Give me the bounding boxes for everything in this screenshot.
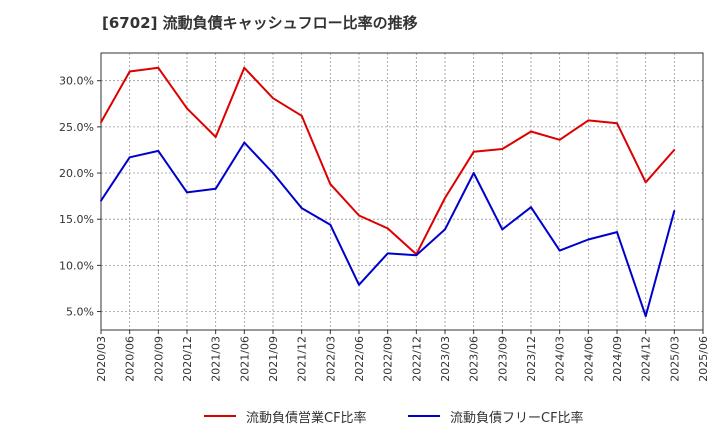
y-axis-ticks: 5.0% 10.0% 15.0% 20.0% 25.0% 30.0%: [59, 75, 101, 319]
data-point-series-2: [587, 238, 590, 241]
x-tick-label: 2024/12: [640, 336, 653, 382]
plot-area: [100, 52, 704, 331]
data-point-series-2: [214, 187, 217, 190]
data-point-series-1: [186, 107, 188, 110]
legend-label-free-cf: 流動負債フリーCF比率: [450, 410, 584, 426]
data-point-series-1: [128, 70, 131, 73]
data-point-series-2: [444, 228, 446, 231]
y-tick-label: 5.0%: [66, 306, 94, 319]
data-point-series-2: [358, 283, 360, 286]
legend-swatch-red: [204, 415, 236, 417]
data-point-series-1: [673, 149, 676, 151]
x-tick-label: 2022/12: [410, 336, 423, 382]
data-point-series-2: [558, 249, 561, 252]
line-chart: 5.0%10.0%15.0%20.0%25.0%30.0% 2020/03 202…: [59, 52, 710, 382]
data-point-series-2: [673, 209, 676, 212]
x-tick-label: 2022/06: [353, 336, 366, 382]
y-tick-label: 25.0%: [59, 121, 94, 134]
data-point-series-1: [558, 138, 561, 141]
y-tick-label: 20.0%: [59, 167, 94, 180]
data-point-series-2: [186, 191, 188, 194]
x-tick-label: 2020/06: [124, 336, 137, 382]
data-point-series-2: [329, 223, 332, 226]
x-tick-label: 2024/09: [611, 336, 624, 382]
data-point-series-1: [501, 148, 504, 150]
data-point-series-1: [530, 130, 532, 133]
y-tick-label: 15.0%: [59, 213, 94, 226]
x-tick-label: 2025/03: [668, 336, 681, 382]
data-point-series-1: [100, 121, 102, 124]
data-point-series-2: [386, 252, 389, 255]
x-tick-label: 2024/03: [554, 336, 567, 382]
data-point-series-2: [644, 315, 647, 318]
legend-swatch-blue: [408, 415, 440, 417]
legend-item-operating-cf: 流動負債営業CF比率: [204, 406, 367, 426]
data-point-series-1: [329, 183, 332, 186]
x-tick-label: 2020/12: [181, 336, 194, 382]
data-point-series-1: [300, 114, 303, 117]
x-tick-label: 2020/09: [152, 336, 165, 382]
x-tick-label: 2023/12: [525, 336, 538, 382]
series-lines: [100, 66, 676, 318]
x-tick-label: 2023/03: [439, 336, 452, 382]
x-tick-label: 2021/09: [267, 336, 280, 382]
data-point-series-2: [128, 156, 131, 159]
x-tick-label: 2022/03: [324, 336, 337, 382]
data-point-series-1: [444, 197, 446, 199]
x-tick-label: 2024/06: [582, 336, 595, 382]
data-point-series-2: [415, 254, 418, 257]
legend-item-free-cf: 流動負債フリーCF比率: [408, 406, 584, 426]
legend-label-operating-cf: 流動負債営業CF比率: [246, 410, 367, 426]
chart-title: [6702] 流動負債キャッシュフロー比率の推移: [102, 14, 418, 32]
x-tick-label: 2021/03: [210, 336, 223, 382]
x-tick-label: 2020/03: [95, 336, 108, 382]
x-tick-label: 2022/09: [382, 336, 395, 382]
data-point-series-1: [587, 119, 590, 122]
x-tick-label: 2023/06: [468, 336, 481, 382]
x-axis-ticks: 2020/03 2020/06 2020/09 2020/12 2021/03 2021/…: [95, 330, 710, 382]
data-point-series-2: [300, 207, 303, 210]
legend: 流動負債営業CF比率 流動負債フリーCF比率: [0, 400, 720, 430]
y-tick-label: 30.0%: [59, 75, 94, 88]
grid-lines: [101, 53, 703, 330]
data-point-series-2: [272, 172, 274, 174]
data-point-series-2: [243, 141, 246, 144]
x-tick-label: 2025/06: [697, 336, 710, 382]
x-tick-label: 2023/09: [496, 336, 509, 382]
data-point-series-1: [644, 181, 647, 184]
data-point-series-1: [472, 150, 475, 153]
y-tick-label: 10.0%: [59, 259, 94, 272]
data-point-series-1: [214, 136, 217, 138]
data-point-series-2: [100, 199, 102, 202]
data-point-series-1: [386, 227, 389, 230]
data-point-series-2: [616, 231, 618, 234]
data-point-series-2: [501, 228, 504, 231]
data-point-series-1: [358, 214, 360, 217]
data-point-series-1: [272, 97, 274, 100]
data-point-series-2: [157, 149, 160, 152]
data-point-series-1: [157, 66, 160, 69]
data-point-series-1: [616, 122, 618, 125]
data-point-series-1: [243, 66, 246, 69]
x-tick-label: 2021/12: [296, 336, 309, 382]
data-point-series-2: [530, 206, 532, 209]
data-point-series-2: [472, 172, 475, 174]
x-tick-label: 2021/06: [238, 336, 251, 382]
